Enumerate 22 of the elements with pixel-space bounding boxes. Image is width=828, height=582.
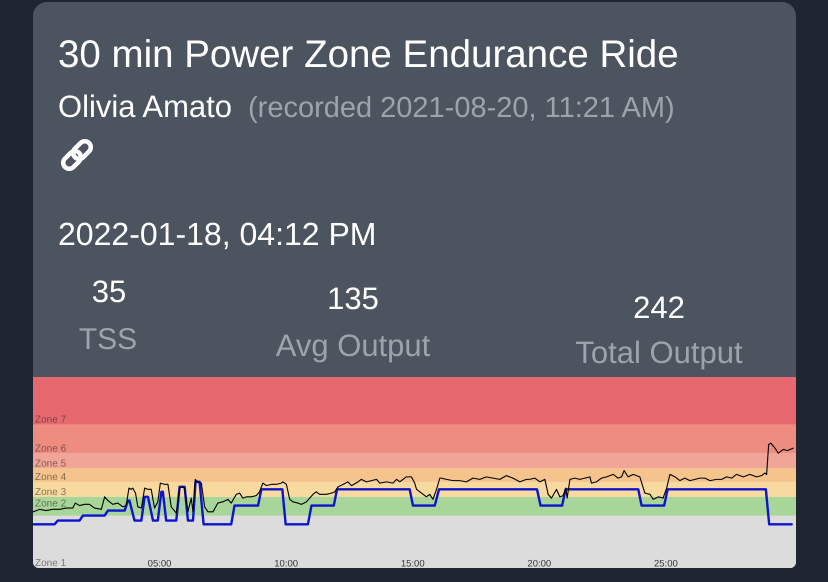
text: TSS — [78, 323, 138, 356]
text: 242 — [633, 290, 685, 325]
text: 2022-01-18, 04:12 PM — [58, 216, 376, 252]
text: 35 — [92, 274, 126, 309]
text: (recorded 2021-08-20, 11:21 AM) — [248, 92, 675, 124]
band-label: Zone 1 — [35, 558, 67, 570]
band-label: Zone 6 — [35, 443, 67, 454]
text: 135 — [327, 281, 379, 316]
x-tick-label: 20:00 — [527, 558, 552, 570]
band-label: Zone 5 — [35, 458, 67, 470]
x-tick-label: 10:00 — [274, 558, 298, 570]
band-label: Zone 3 — [35, 487, 67, 498]
band-label: Zone 2 — [35, 498, 67, 510]
x-tick-label: 25:00 — [654, 558, 678, 570]
band-label: Zone 4 — [35, 472, 67, 484]
chart-title: 30 min Power Zone Endurance Ride — [58, 33, 679, 76]
text: Total Output — [575, 335, 743, 370]
x-tick-label: 15:00 — [400, 558, 425, 570]
x-tick-label: 05:00 — [148, 558, 172, 570]
text: Avg Output — [276, 328, 431, 363]
band-label: Zone 7 — [35, 414, 67, 426]
chart-subtitle: Olivia Amato — [58, 89, 232, 124]
